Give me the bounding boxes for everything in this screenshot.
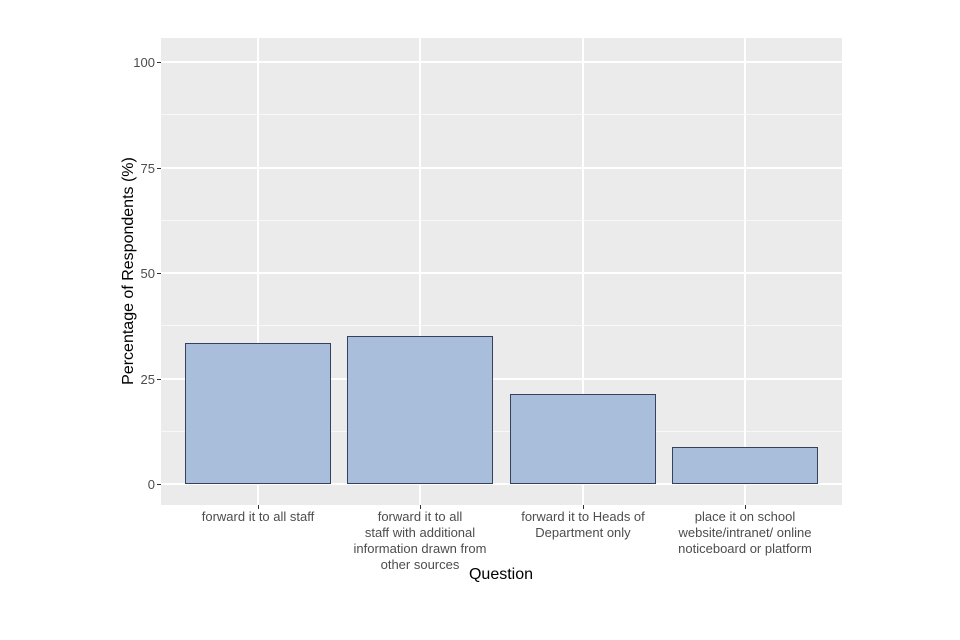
y-tick-mark <box>157 484 161 485</box>
x-tick-label-line: Department only <box>535 525 631 540</box>
gridline-minor <box>161 114 842 116</box>
gridline-major <box>161 61 842 63</box>
gridline-major <box>161 377 842 380</box>
x-tick-mark <box>420 505 421 509</box>
x-tick-label-line: noticeboard or platform <box>678 541 812 556</box>
gridline-major <box>161 483 842 485</box>
y-tick-label: 75 <box>140 160 155 176</box>
y-tick-label: 0 <box>147 477 155 492</box>
y-tick-mark <box>157 62 161 63</box>
x-tick-label: forward it to Heads of Department only <box>491 509 675 541</box>
bar <box>672 447 818 484</box>
bar <box>347 336 493 484</box>
y-axis-title: Percentage of Respondents (%) <box>120 157 137 385</box>
x-tick-label-line: other sources <box>380 557 460 572</box>
y-tick-label: 50 <box>140 266 155 281</box>
x-tick-label-line: place it on school <box>694 509 796 524</box>
gridline-vertical <box>257 38 260 505</box>
gridline-vertical <box>419 38 422 505</box>
gridline-minor <box>161 325 842 327</box>
y-tick-mark <box>157 378 161 380</box>
gridline-major <box>161 166 842 169</box>
gridline-minor <box>161 430 842 432</box>
y-tick-mark <box>157 273 161 274</box>
y-tick-mark <box>157 167 161 169</box>
bar <box>510 394 656 484</box>
x-tick-mark <box>258 505 259 509</box>
gridline-vertical <box>581 38 584 505</box>
x-tick-label: place it on school website/intranet/ onli… <box>653 509 837 557</box>
x-tick-label: forward it to all staff with additional in… <box>328 509 512 573</box>
gridline-vertical <box>743 38 746 505</box>
gridline-minor <box>161 219 842 221</box>
x-tick-label: forward it to all staff <box>166 509 350 525</box>
bar <box>185 343 331 484</box>
x-tick-label-line: forward it to Heads of <box>521 509 645 524</box>
x-tick-label-line: staff with additional <box>364 525 476 540</box>
x-tick-mark <box>745 505 746 509</box>
x-tick-label-line: forward it to all <box>377 509 463 524</box>
x-tick-label-line: forward it to all staff <box>201 509 315 524</box>
gridline-major <box>161 272 842 274</box>
x-tick-label-line: information drawn from <box>353 541 487 556</box>
y-tick-label: 100 <box>133 55 155 70</box>
x-tick-mark <box>583 505 584 509</box>
x-axis-title: Question <box>468 566 534 583</box>
y-tick-label: 25 <box>140 371 155 387</box>
x-tick-label-line: website/intranet/ online <box>678 525 812 540</box>
chart-panel <box>161 38 842 505</box>
